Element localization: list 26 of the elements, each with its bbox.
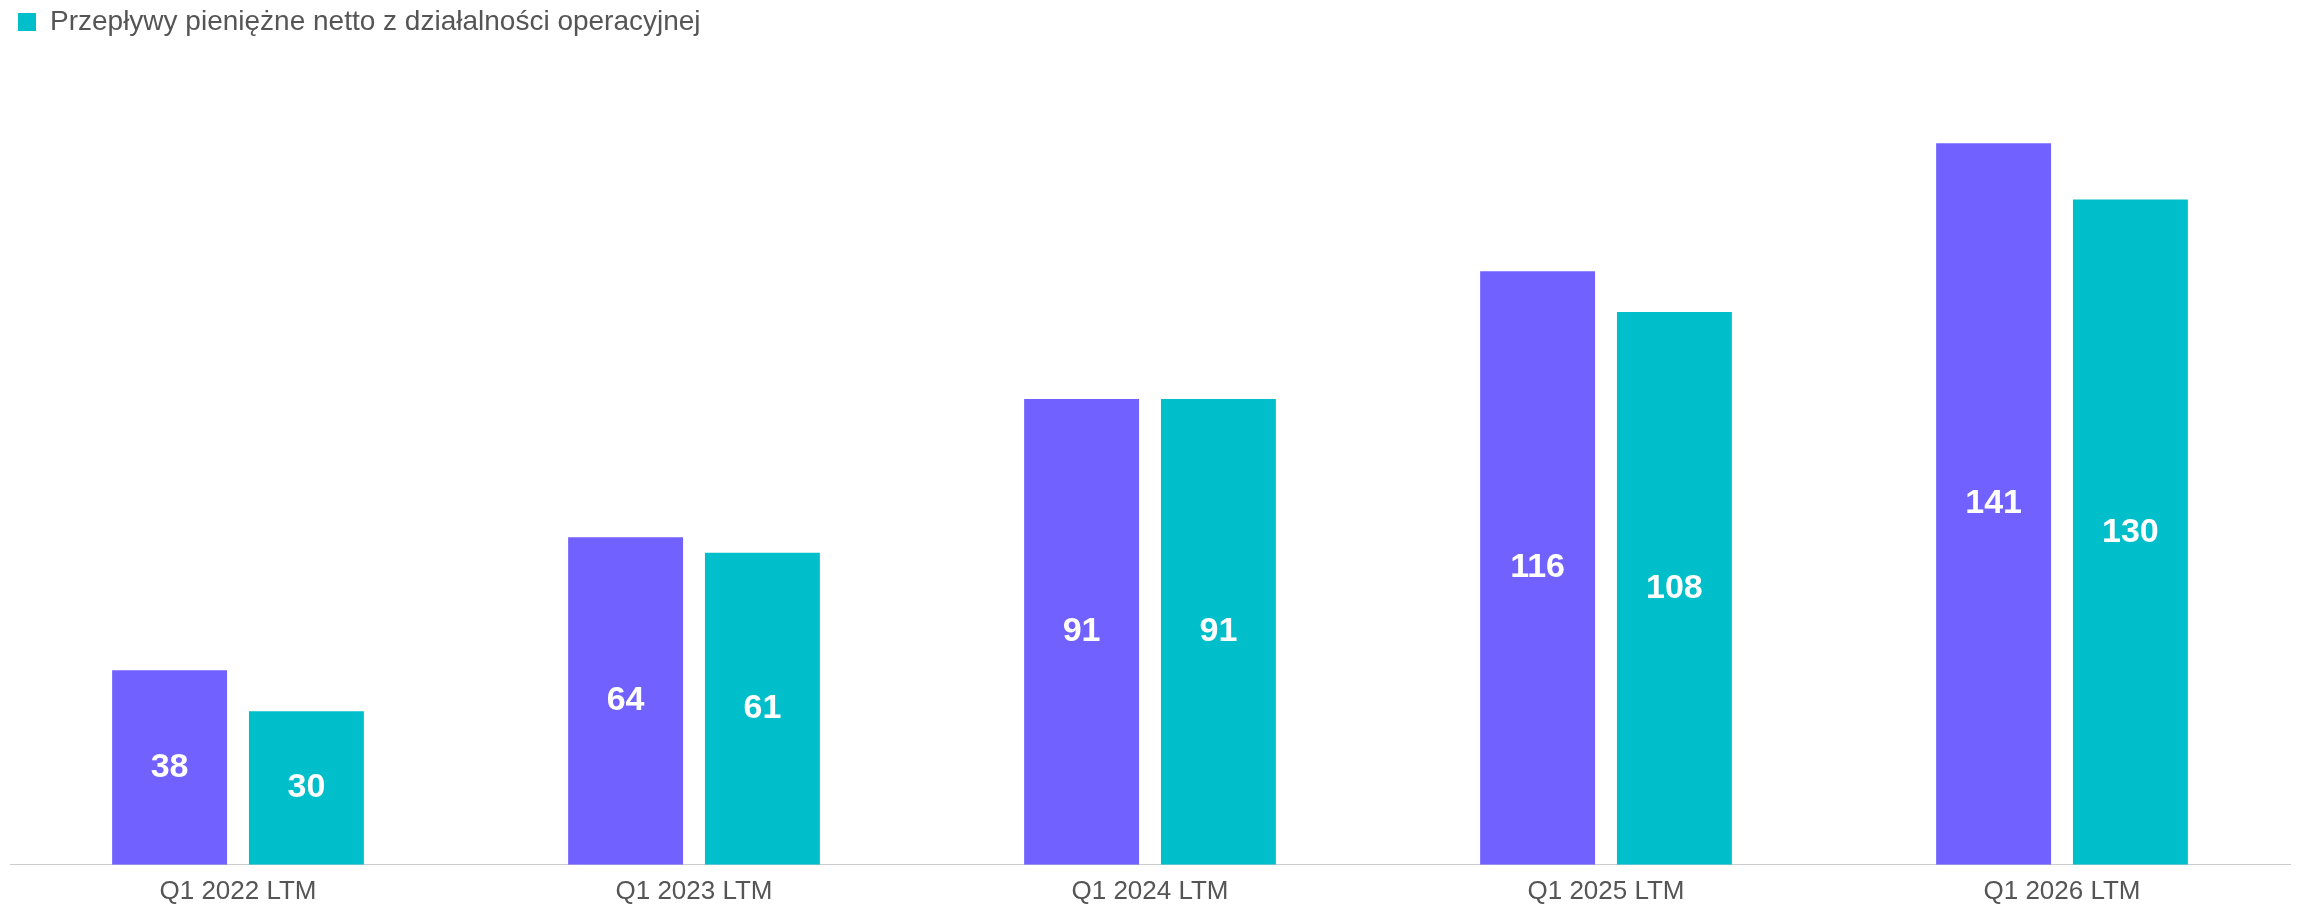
data-label: 38 [150, 745, 189, 784]
data-label: 64 [606, 679, 645, 718]
bar [1480, 271, 1596, 865]
bar [2072, 199, 2188, 865]
bar [1616, 312, 1732, 865]
data-label: 91 [1062, 610, 1101, 649]
data-label: 30 [287, 766, 326, 805]
x-tick-label: Q1 2023 LTM [615, 874, 773, 905]
data-label: 108 [1646, 566, 1703, 605]
bar [1160, 399, 1276, 865]
bar [112, 670, 228, 865]
bar [568, 537, 684, 865]
x-tick-label: Q1 2022 LTM [159, 874, 317, 905]
bar [248, 711, 364, 865]
x-tick-label: Q1 2024 LTM [1071, 874, 1229, 905]
data-label: 61 [743, 687, 782, 726]
data-label: 141 [1965, 482, 2022, 521]
legend-label: Przepływy pieniężne netto z działalności operacyjnej [50, 4, 701, 36]
bar [1936, 143, 2052, 865]
x-tick-label: Q1 2025 LTM [1527, 874, 1685, 905]
data-label: 91 [1199, 610, 1238, 649]
data-label: 116 [1510, 546, 1566, 585]
data-label: 130 [2102, 510, 2159, 549]
bar [704, 552, 820, 865]
x-tick-label: Q1 2026 LTM [1983, 874, 2141, 905]
bar [1024, 399, 1140, 865]
